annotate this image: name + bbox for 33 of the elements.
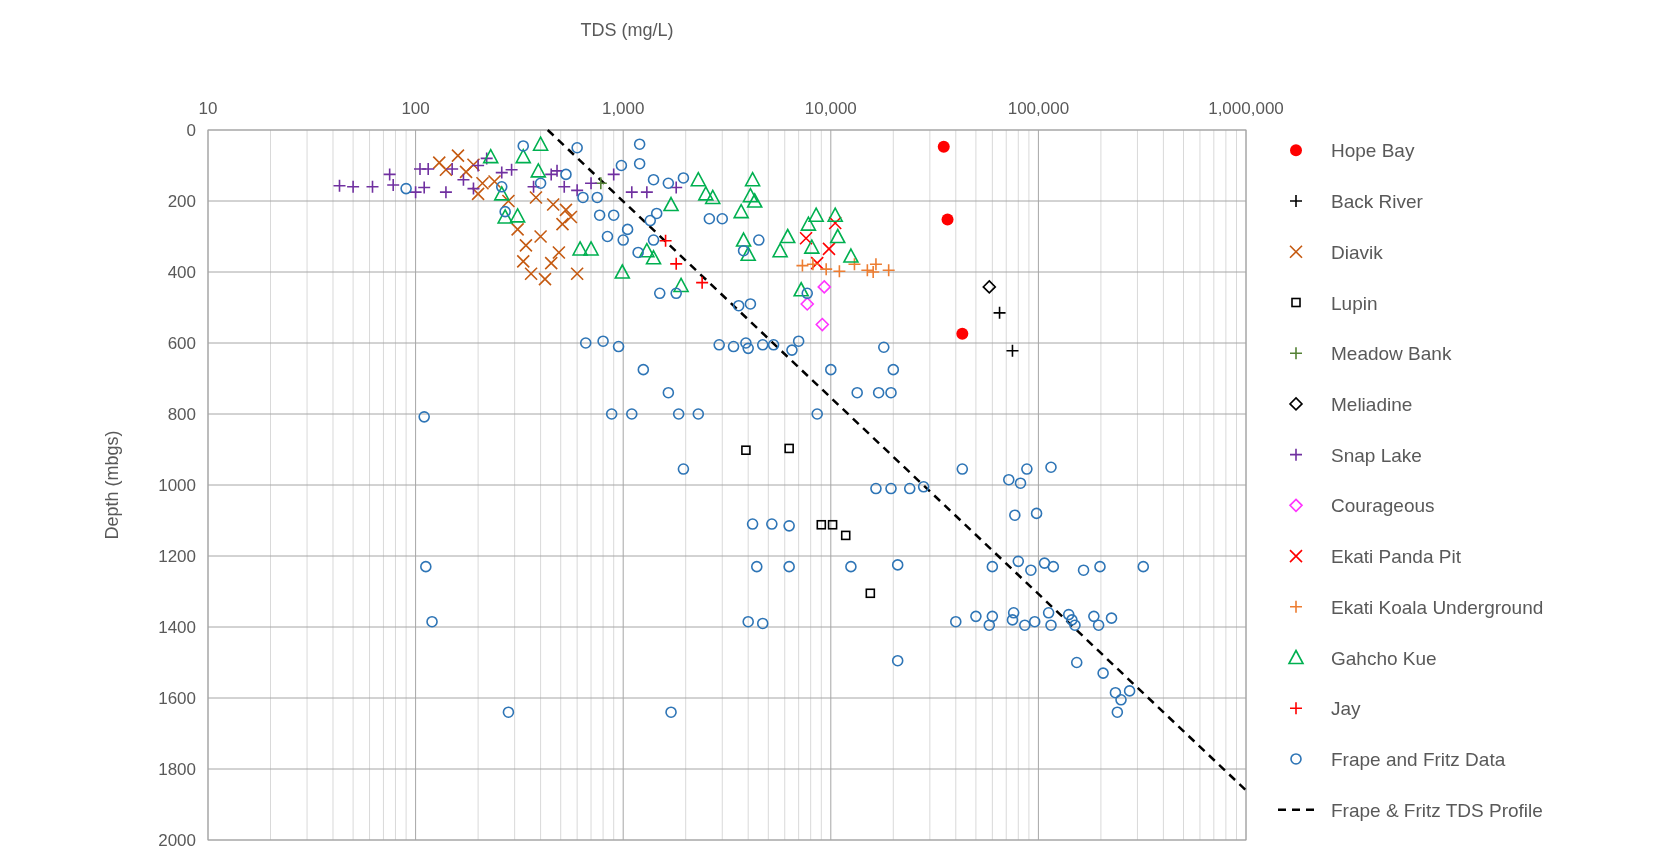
x-tick-label: 1,000 — [601, 99, 645, 118]
x-axis-title: TDS (mg/L) — [580, 20, 674, 40]
legend-label: Jay — [1331, 698, 1362, 720]
y-tick-label: 1600 — [158, 689, 196, 708]
legend-label: Diavik — [1331, 241, 1384, 263]
legend-label: Frape and Fritz Data — [1331, 748, 1506, 770]
legend-label: Ekati Panda Pit — [1331, 546, 1462, 568]
legend-label: Snap Lake — [1331, 444, 1422, 466]
legend-label: Ekati Koala Underground — [1331, 596, 1544, 618]
y-tick-label: 2000 — [158, 831, 196, 850]
x-tick-label: 1,000,000 — [1208, 99, 1284, 118]
x-tick-label: 10 — [198, 99, 218, 118]
y-tick-label: 1000 — [158, 476, 196, 495]
legend-label: Courageous — [1331, 495, 1435, 517]
legend-label: Hope Bay — [1331, 140, 1415, 162]
y-axis-title: Depth (mbgs) — [102, 430, 122, 540]
legend-label: Back River — [1331, 191, 1424, 213]
y-tick-label: 800 — [167, 405, 196, 424]
y-tick-label: 400 — [167, 263, 196, 282]
x-tick-label: 100,000 — [1007, 99, 1070, 118]
y-tick-label: 1800 — [158, 760, 196, 779]
y-tick-label: 1200 — [158, 547, 196, 566]
y-tick-label: 600 — [167, 334, 196, 353]
legend-label: Lupin — [1331, 292, 1378, 314]
legend-label: Meadow Bank — [1331, 343, 1452, 365]
legend-label: Meliadine — [1331, 393, 1413, 415]
legend-label: Frape & Fritz TDS Profile — [1331, 799, 1543, 821]
legend-label: Gahcho Kue — [1331, 647, 1437, 669]
y-tick-label: 1400 — [158, 618, 196, 637]
y-tick-label: 200 — [167, 192, 196, 211]
y-tick-label: 0 — [186, 121, 196, 140]
x-tick-label: 100 — [401, 99, 430, 118]
x-tick-label: 10,000 — [804, 99, 857, 118]
